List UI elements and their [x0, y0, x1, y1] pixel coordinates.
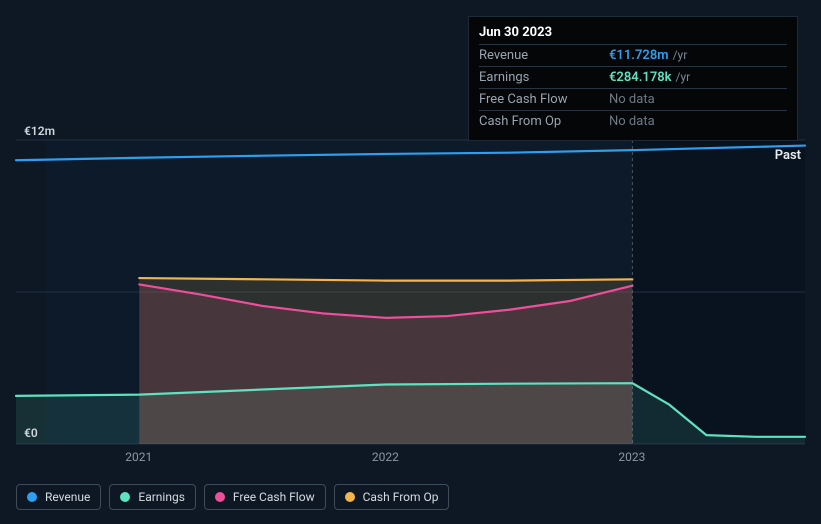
legend-label: Cash From Op [363, 490, 439, 504]
legend-swatch [120, 492, 130, 502]
x-tick-label: 2023 [618, 450, 645, 464]
tooltip-title: Jun 30 2023 [479, 25, 787, 44]
legend-swatch [215, 492, 225, 502]
tooltip-metric: Free Cash Flow [479, 92, 609, 107]
tooltip-nodata: No data [609, 92, 655, 107]
chart-tooltip: Jun 30 2023 Revenue€11.728m/yrEarnings€2… [468, 16, 798, 141]
tooltip-row: Revenue€11.728m/yr [479, 44, 787, 66]
tooltip-row: Free Cash FlowNo data [479, 88, 787, 110]
tooltip-unit: /yr [673, 48, 688, 62]
tooltip-value: €11.728m [609, 48, 669, 63]
chart-container: €12m €0 Past 2021 2022 2023 Jun 30 2023 … [0, 0, 821, 524]
legend-label: Revenue [45, 490, 90, 504]
tooltip-metric: Revenue [479, 48, 609, 63]
tooltip-unit: /yr [676, 70, 691, 84]
legend-label: Free Cash Flow [233, 490, 315, 504]
legend-item-cfo[interactable]: Cash From Op [334, 484, 450, 510]
chart-legend: Revenue Earnings Free Cash Flow Cash From O… [16, 484, 449, 510]
tooltip-metric: Earnings [479, 70, 609, 85]
legend-item-fcf[interactable]: Free Cash Flow [204, 484, 326, 510]
legend-label: Earnings [138, 490, 185, 504]
tooltip-row: Cash From OpNo data [479, 110, 787, 132]
legend-item-revenue[interactable]: Revenue [16, 484, 101, 510]
legend-swatch [27, 492, 37, 502]
tooltip-row: Earnings€284.178k/yr [479, 66, 787, 88]
y-axis-bottom-label: €0 [24, 426, 38, 440]
tooltip-nodata: No data [609, 114, 655, 129]
x-tick-label: 2021 [125, 450, 152, 464]
x-tick-label: 2022 [372, 450, 399, 464]
legend-item-earnings[interactable]: Earnings [109, 484, 196, 510]
y-axis-top-label: €12m [24, 124, 55, 138]
legend-swatch [345, 492, 355, 502]
tooltip-metric: Cash From Op [479, 114, 609, 129]
past-label: Past [775, 148, 801, 163]
tooltip-value: €284.178k [609, 70, 672, 85]
